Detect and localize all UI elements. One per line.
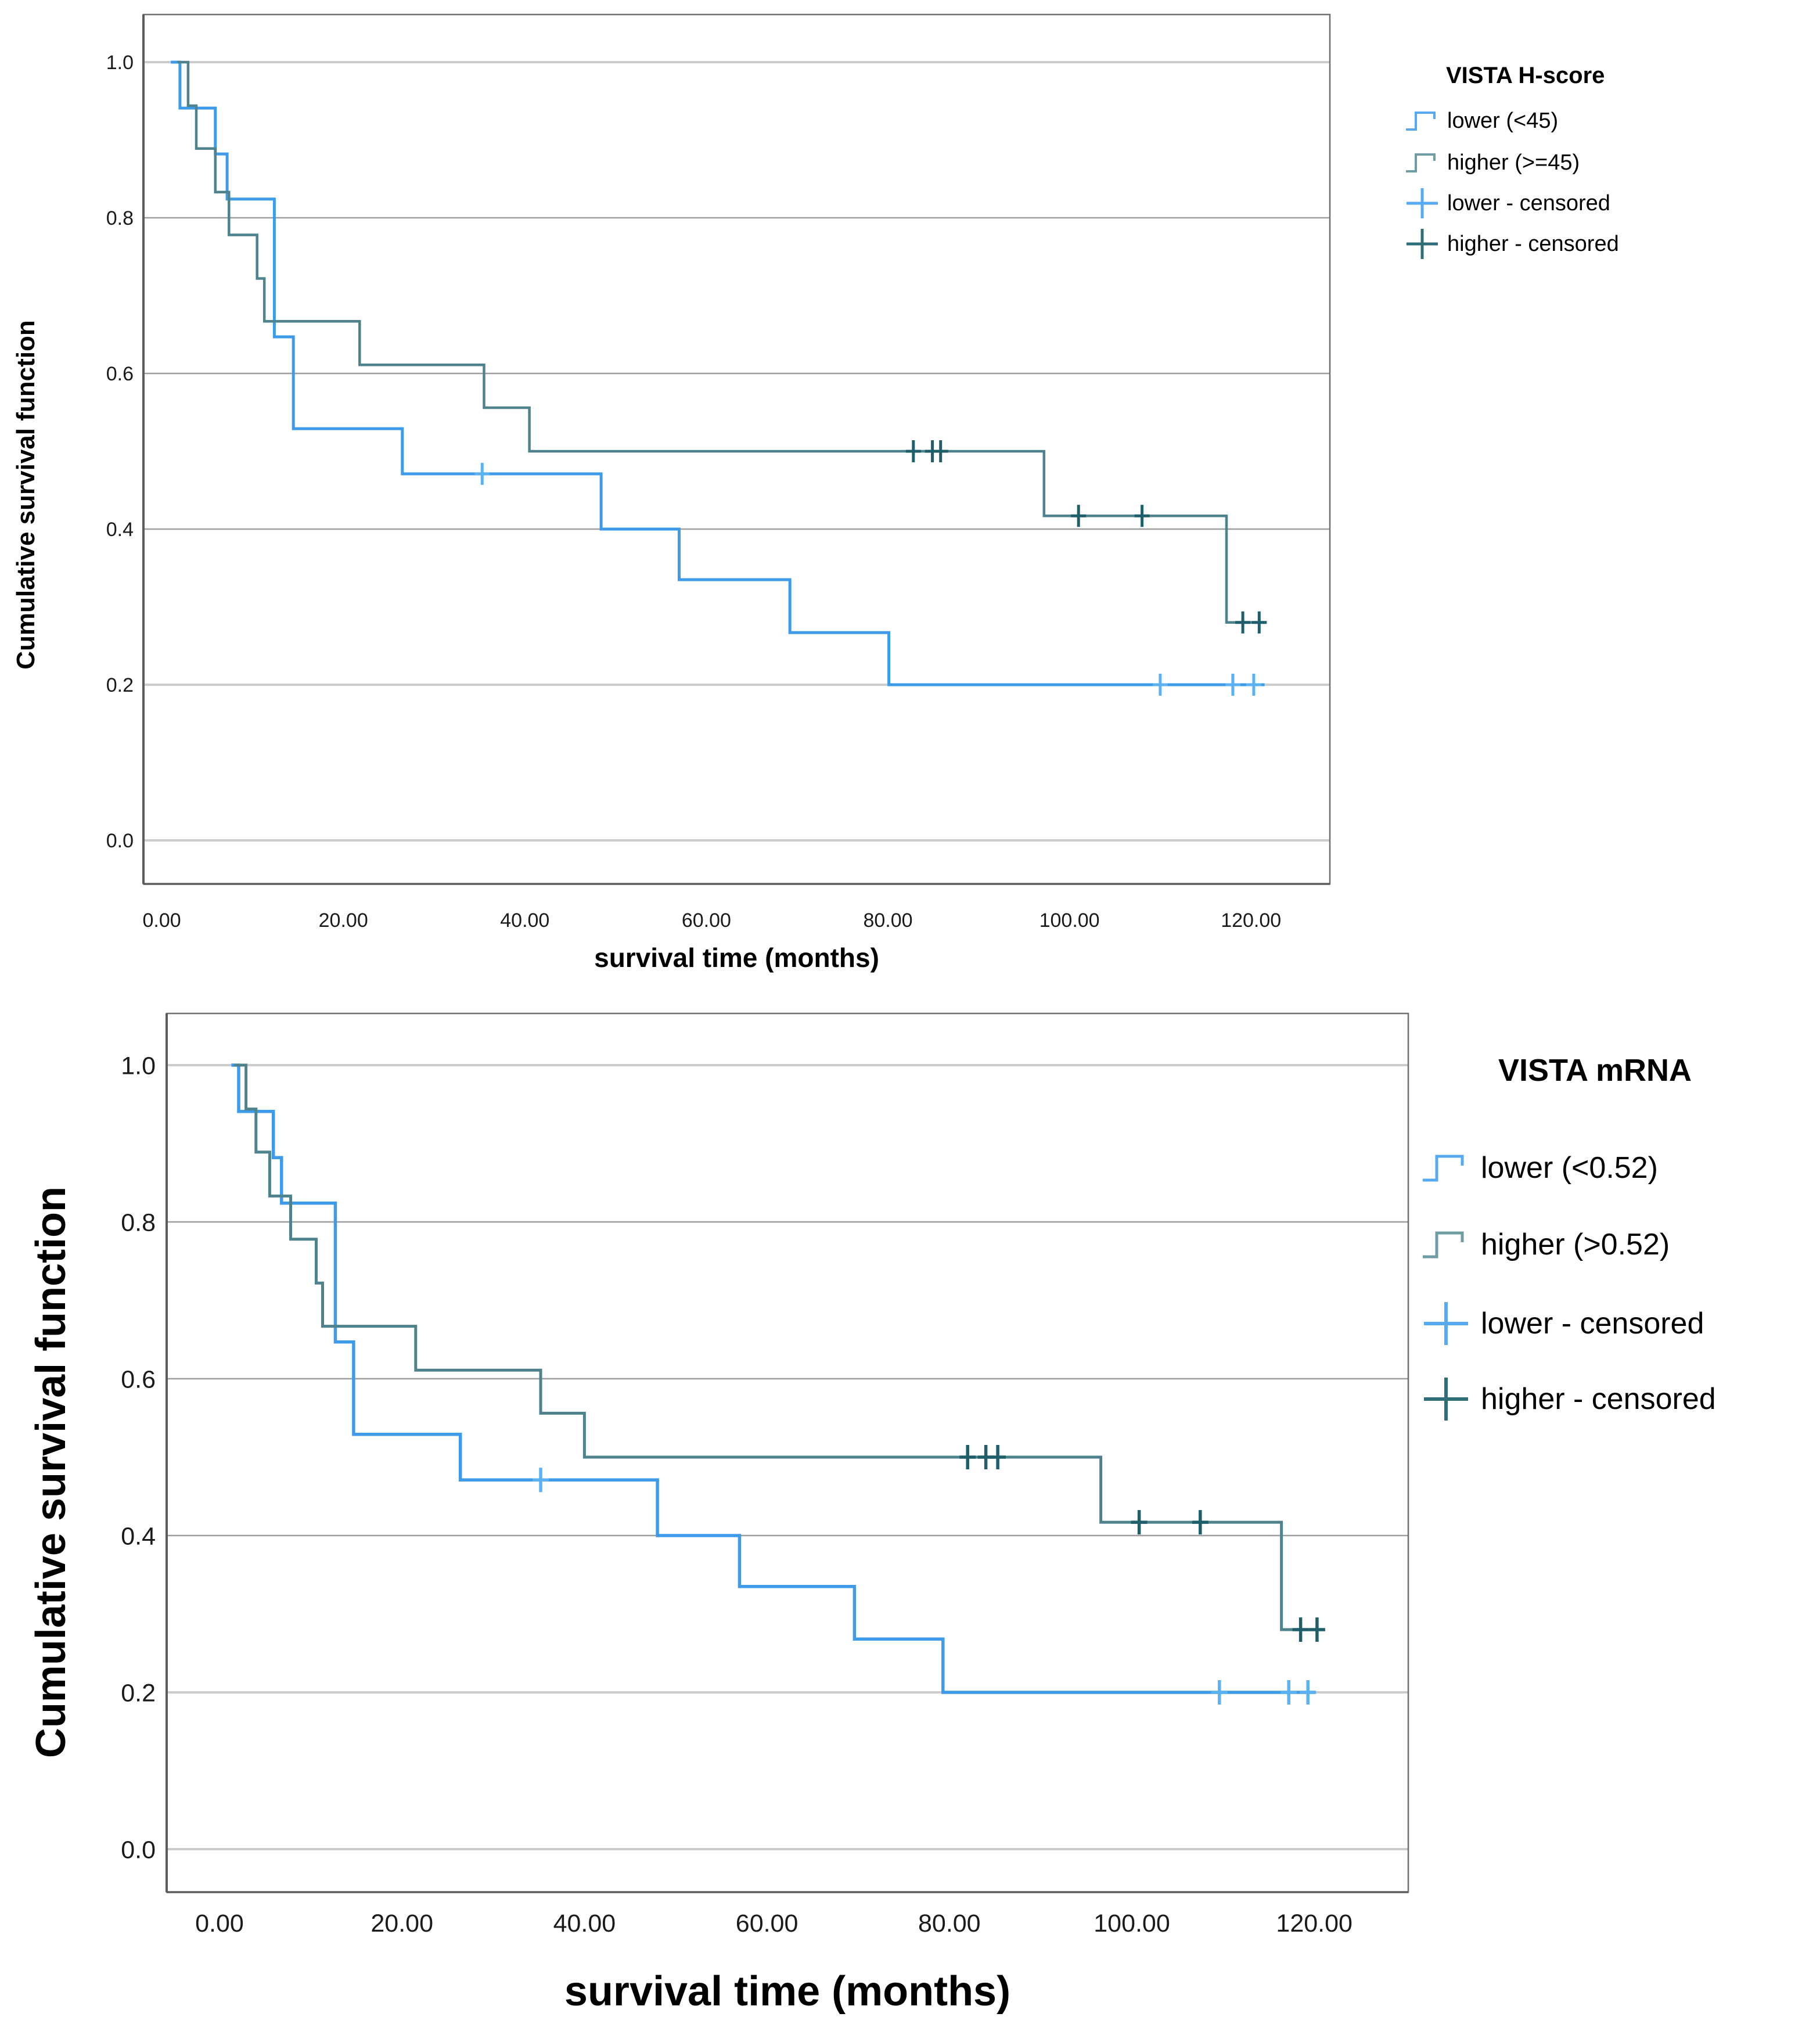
x-tick-label: 120.00 (1221, 909, 1281, 932)
y-tick-label: 0.4 (106, 519, 134, 541)
x-tick-label: 0.00 (195, 1910, 244, 1937)
y-tick-label: 0.8 (106, 207, 134, 229)
x-axis-title-bottom: survival time (months) (564, 1968, 1011, 2015)
censored-plus-icon (1424, 1302, 1468, 1345)
legend-item-lower: lower (<45) (1404, 102, 1558, 139)
legend-item-higher-censored: higher - censored (1420, 1374, 1716, 1424)
step-line-icon (1423, 1155, 1464, 1182)
censor-mark-higher (1251, 611, 1267, 634)
censor-mark-lower (533, 1468, 549, 1493)
censored-plus-glyph (1407, 229, 1438, 259)
step-line-icon (1406, 112, 1436, 131)
censor-mark-lower (1300, 1680, 1317, 1705)
censor-mark-higher (1192, 1510, 1208, 1535)
x-tick-label: 40.00 (553, 1910, 616, 1937)
censor-mark-higher (1131, 1510, 1148, 1535)
plot-frame (142, 13, 1331, 885)
legend-item-higher: higher (>0.52) (1420, 1220, 1670, 1270)
legend-item-label: higher - censored (1447, 231, 1619, 256)
legend-item-lower: lower (<0.52) (1420, 1143, 1658, 1193)
legend-item-label: lower (<0.52) (1481, 1151, 1658, 1185)
y-tick-label: 1.0 (121, 1052, 156, 1080)
x-tick-label: 120.00 (1276, 1910, 1353, 1937)
step-line-icon (1406, 153, 1436, 172)
x-tick-label: 80.00 (918, 1910, 981, 1937)
legend-title: VISTA H-score (1446, 63, 1605, 88)
step-line-glyph (1406, 153, 1436, 172)
x-tick-label: 60.00 (736, 1910, 799, 1937)
censored-plus-icon (1407, 229, 1438, 259)
step-line-glyph (1406, 112, 1436, 131)
x-tick-label: 20.00 (319, 909, 368, 932)
legend-title: VISTA mRNA (1498, 1053, 1692, 1088)
censor-mark-higher (1308, 1617, 1325, 1642)
censor-mark-lower (1152, 674, 1168, 696)
censor-mark-higher (1134, 505, 1150, 527)
x-tick-label: 60.00 (682, 909, 731, 932)
y-tick-label: 1.0 (106, 52, 134, 74)
legend-item-higher-censored: higher - censored (1404, 225, 1619, 263)
legend-vista-h-score: VISTA H-score lower (<45) higher (>=45) … (1394, 58, 1818, 383)
y-tick-label: 0.4 (121, 1522, 156, 1550)
y-tick-label: 0.0 (121, 1836, 156, 1864)
censor-mark-higher (905, 440, 921, 462)
y-tick-label: 0.8 (121, 1209, 156, 1236)
y-axis-title-top: Cumulative survival function (12, 320, 40, 670)
step-line-glyph (1423, 1231, 1464, 1259)
censor-mark-lower (1246, 674, 1261, 696)
step-line-icon (1423, 1231, 1464, 1259)
x-tick-label: 100.00 (1094, 1910, 1170, 1937)
censored-plus-glyph (1424, 1378, 1468, 1421)
legend-item-label: lower - censored (1481, 1307, 1704, 1340)
y-tick-label: 0.0 (106, 830, 134, 852)
censor-mark-lower (1225, 674, 1240, 696)
legend-vista-mrna: VISTA mRNA lower (<0.52) higher (>0.52) … (1411, 1045, 1820, 1452)
censor-mark-lower (474, 462, 490, 485)
survival-curve-higher (234, 1063, 1323, 1631)
legend-item-higher: higher (>=45) (1404, 144, 1580, 181)
x-tick-label: 20.00 (371, 1910, 433, 1937)
y-axis-title-bottom: Cumulative survival function (28, 1186, 74, 1759)
censor-mark-lower (1211, 1680, 1228, 1705)
censor-mark-lower (1281, 1680, 1297, 1705)
y-tick-label: 0.6 (121, 1365, 156, 1393)
x-tick-label: 0.00 (143, 909, 181, 932)
legend-item-label: higher - censored (1481, 1382, 1716, 1416)
y-tick-label: 0.2 (121, 1679, 156, 1707)
legend-item-label: higher (>0.52) (1481, 1228, 1670, 1261)
censor-mark-higher (933, 440, 948, 462)
censor-mark-higher (1292, 1617, 1309, 1642)
y-tick-label: 0.2 (106, 674, 134, 696)
legend-item-label: higher (>=45) (1447, 150, 1580, 175)
x-axis-title-top: survival time (months) (594, 943, 879, 973)
survival-curve-lower (231, 1063, 1315, 1694)
survival-curve-lower (171, 60, 1265, 686)
x-tick-label: 40.00 (500, 909, 549, 932)
legend-item-label: lower (<45) (1447, 108, 1559, 133)
censored-plus-glyph (1424, 1302, 1468, 1345)
x-tick-label: 100.00 (1040, 909, 1100, 932)
survival-curve-higher (177, 60, 1265, 624)
legend-item-label: lower - censored (1447, 190, 1610, 215)
legend-item-lower-censored: lower - censored (1420, 1299, 1704, 1349)
x-tick-label: 80.00 (863, 909, 912, 932)
censor-mark-higher (1071, 505, 1087, 527)
plot-frame (166, 1012, 1409, 1893)
censored-plus-glyph (1407, 188, 1438, 218)
legend-item-lower-censored: lower - censored (1404, 185, 1610, 222)
censor-mark-higher (990, 1445, 1006, 1469)
y-tick-label: 0.6 (106, 363, 134, 385)
step-line-glyph (1423, 1155, 1464, 1182)
censor-mark-higher (959, 1445, 976, 1469)
censored-plus-icon (1424, 1378, 1468, 1421)
censored-plus-icon (1407, 188, 1438, 218)
censor-mark-higher (1235, 611, 1251, 634)
